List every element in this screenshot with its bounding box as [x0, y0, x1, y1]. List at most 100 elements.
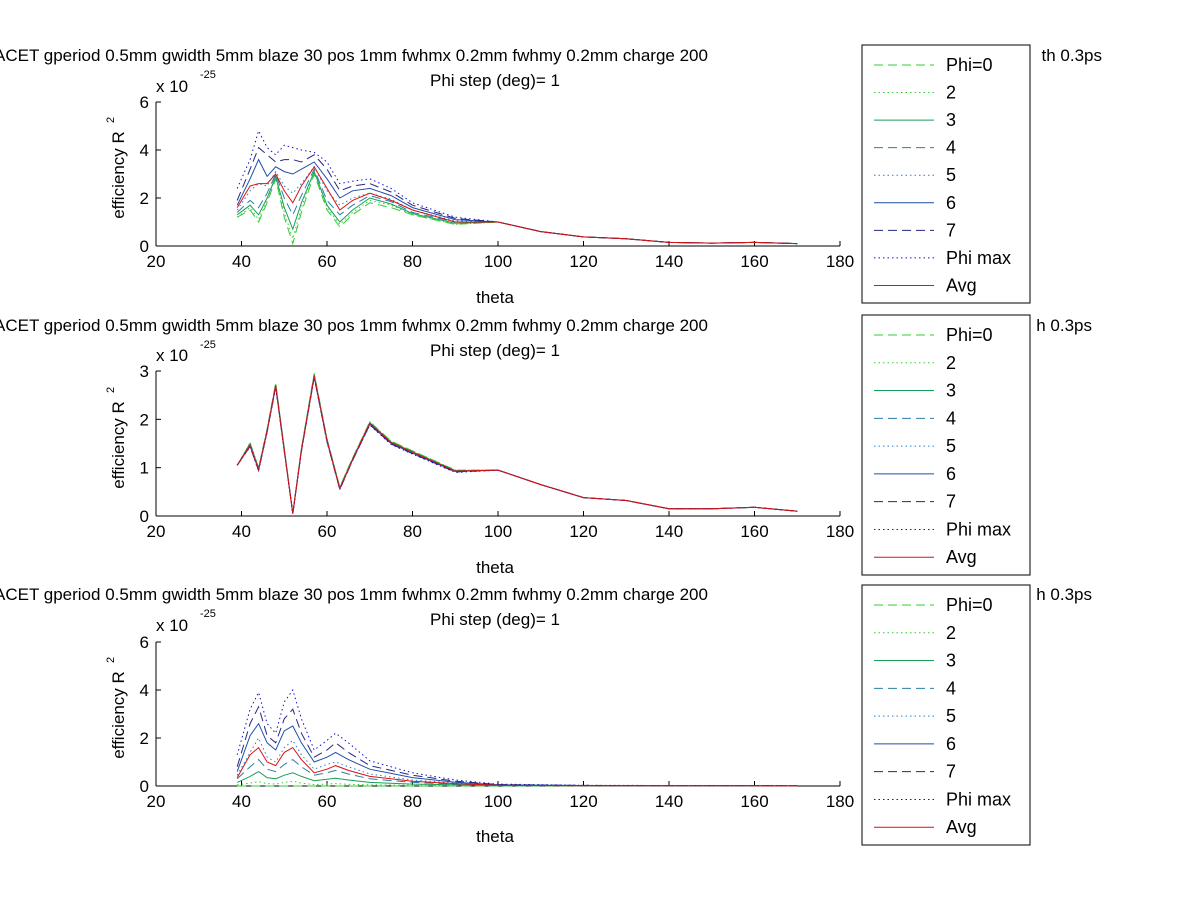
subplot-1-y-exponent-power: -25 — [200, 69, 216, 81]
subplot-2-legend-label: 5 — [946, 436, 956, 456]
subplot-1-title: ACET gperiod 0.5mm gwidth 5mm blaze 30 p… — [0, 46, 708, 65]
subplot-2-y-tick-label: 2 — [140, 410, 149, 429]
subplot-3-title: ACET gperiod 0.5mm gwidth 5mm blaze 30 p… — [0, 585, 708, 604]
subplot-1-x-tick-label: 160 — [740, 252, 768, 271]
subplot-2-x-tick-label: 140 — [655, 522, 683, 541]
subplot-3-legend-label: Phi max — [946, 789, 1011, 809]
subplot-2-series-line-9 — [236, 375, 798, 514]
subplot-2-plot-area: 20 40 60 80 100 120 140 160 180 0 1 2 3 — [140, 362, 855, 541]
subplot-3-title-tail: h 0.3ps — [1036, 585, 1092, 604]
subplot-1-x-tick-label: 140 — [655, 252, 683, 271]
subplot-1-x-tick-label: 80 — [403, 252, 422, 271]
subplot-3-legend-label: Avg — [946, 817, 977, 837]
subplot-1-legend-label: Avg — [946, 275, 977, 295]
subplot-3-x-axis-label: theta — [476, 827, 514, 846]
subplot-1-y-tick-label: 2 — [140, 189, 149, 208]
subplot-2-x-tick-label: 160 — [740, 522, 768, 541]
subplot-3-x-tick-label: 180 — [826, 792, 854, 811]
subplot-2-y-tick-label: 0 — [140, 507, 149, 526]
subplot-2-legend-label: 6 — [946, 464, 956, 484]
subplot-3-y-tick-label: 4 — [140, 681, 149, 700]
subplot-1-x-tick-label: 40 — [232, 252, 251, 271]
subplot-2-x-tick-label: 120 — [569, 522, 597, 541]
subplot-3-x-tick-label: 20 — [147, 792, 166, 811]
subplot-2-legend-label: 7 — [946, 492, 956, 512]
subplot-3-y-axis-label: efficiency R — [109, 671, 128, 759]
subplot-3-y-tick-label: 0 — [140, 777, 149, 796]
subplot-1-x-tick-label: 60 — [318, 252, 337, 271]
subplot-1-series-line-9 — [236, 165, 798, 245]
subplot-1-x-tick-label: 180 — [826, 252, 854, 271]
subplot-3-series-line-8 — [236, 688, 798, 787]
subplot-2-legend-label: 2 — [946, 353, 956, 373]
subplot-1-y-axis-label: efficiency R — [109, 131, 128, 219]
subplot-3-x-tick-label: 40 — [232, 792, 251, 811]
subplot-3-x-tick-label: 140 — [655, 792, 683, 811]
subplot-1-legend-label: 4 — [946, 138, 956, 158]
subplot-2-x-tick-label: 100 — [484, 522, 512, 541]
subplot-2-legend-label: Phi max — [946, 519, 1011, 539]
subplot-2-legend-label: Phi=0 — [946, 325, 993, 345]
subplot-3-x-tick-label: 120 — [569, 792, 597, 811]
subplot-2-legend-label: Avg — [946, 547, 977, 567]
subplot-2-legend-box — [861, 314, 1031, 576]
subplot-2-x-tick-label: 40 — [232, 522, 251, 541]
subplot-3-series-line-9 — [236, 746, 798, 787]
subplot-3: ACET gperiod 0.5mm gwidth 5mm blaze 30 p… — [0, 584, 1092, 846]
subplot-2-subtitle: Phi step (deg)= 1 — [430, 341, 560, 360]
subplot-2-title: ACET gperiod 0.5mm gwidth 5mm blaze 30 p… — [0, 316, 708, 335]
subplot-2-x-tick-label: 60 — [318, 522, 337, 541]
subplot-1-x-tick-label: 20 — [147, 252, 166, 271]
subplot-3-legend: Phi=0 2 3 4 5 6 7 Phi max Avg — [861, 584, 1031, 846]
subplot-1-y-exponent-base: x 10 — [156, 77, 188, 96]
subplot-1-x-axis-label: theta — [476, 288, 514, 307]
subplot-3-y-tick-label: 6 — [140, 633, 149, 652]
subplot-3-y-exponent-power: -25 — [200, 608, 216, 620]
subplot-1-legend: Phi=0 2 3 4 5 6 7 Phi max Avg — [861, 44, 1031, 304]
subplot-1-title-tail: th 0.3ps — [1042, 46, 1103, 65]
subplot-3-legend-box — [861, 584, 1031, 846]
subplot-3-y-axis-label-sup: 2 — [105, 657, 117, 663]
subplot-1-legend-label: 5 — [946, 165, 956, 185]
subplot-2-x-tick-label: 180 — [826, 522, 854, 541]
subplot-3-x-tick-label: 160 — [740, 792, 768, 811]
subplot-2-x-axis-label: theta — [476, 558, 514, 577]
subplot-1-y-tick-label: 6 — [140, 93, 149, 112]
subplot-1-y-axis-label-group: efficiency R 2 — [105, 117, 128, 219]
subplot-1-legend-label: 7 — [946, 220, 956, 240]
subplot-1-legend-label: 6 — [946, 193, 956, 213]
subplot-3-x-tick-label: 80 — [403, 792, 422, 811]
subplot-1-subtitle: Phi step (deg)= 1 — [430, 71, 560, 90]
subplot-2-legend: Phi=0 2 3 4 5 6 7 Phi max Avg — [861, 314, 1031, 576]
subplot-2-y-tick-label: 3 — [140, 362, 149, 381]
subplot-3-x-tick-label: 100 — [484, 792, 512, 811]
subplot-1-legend-label: 2 — [946, 83, 956, 103]
subplot-2-y-axis-label: efficiency R — [109, 401, 128, 489]
subplot-2-x-tick-label: 20 — [147, 522, 166, 541]
subplot-1-series-line-8 — [236, 129, 798, 245]
subplot-1-y-tick-label: 4 — [140, 141, 149, 160]
subplot-3-x-tick-label: 60 — [318, 792, 337, 811]
subplot-1-y-axis-label-sup: 2 — [105, 117, 117, 123]
subplot-2-title-tail: h 0.3ps — [1036, 316, 1092, 335]
subplot-3-plot-area: 20 40 60 80 100 120 140 160 180 0 2 4 6 — [140, 633, 855, 811]
subplot-2-legend-label: 4 — [946, 408, 956, 428]
subplot-3-y-tick-label: 2 — [140, 729, 149, 748]
subplot-1-x-tick-label: 120 — [569, 252, 597, 271]
subplot-1-x-tick-label: 100 — [484, 252, 512, 271]
subplot-1-legend-label: Phi=0 — [946, 55, 993, 75]
subplot-2-y-tick-label: 1 — [140, 459, 149, 478]
subplot-1-legend-label: 3 — [946, 110, 956, 130]
subplot-3-legend-label: Phi=0 — [946, 595, 993, 615]
subplot-1-plot-area: 20 40 60 80 100 120 140 160 180 0 2 4 6 — [140, 93, 855, 271]
subplot-1-y-tick-label: 0 — [140, 237, 149, 256]
subplot-2-y-exponent-power: -25 — [200, 339, 216, 351]
subplot-3-legend-label: 5 — [946, 706, 956, 726]
subplot-3-legend-label: 4 — [946, 678, 956, 698]
subplot-3-legend-label: 7 — [946, 762, 956, 782]
subplot-2-x-tick-label: 80 — [403, 522, 422, 541]
subplot-2-legend-label: 3 — [946, 381, 956, 401]
subplot-2-y-axis-label-sup: 2 — [105, 387, 117, 393]
subplot-3-y-axis-label-group: efficiency R 2 — [105, 657, 128, 759]
